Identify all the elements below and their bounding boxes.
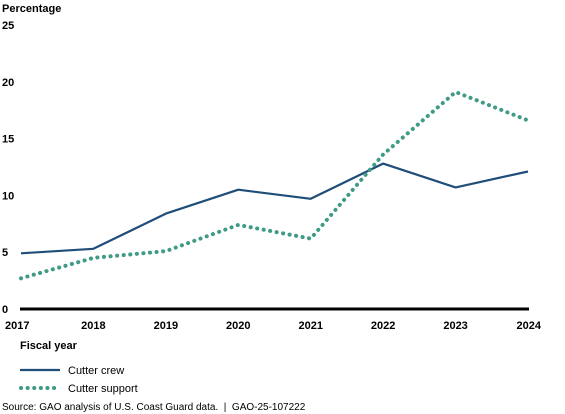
y-tick-label: 5 — [2, 247, 8, 259]
y-tick-label: 0 — [2, 304, 8, 316]
x-tick-label: 2017 — [5, 320, 29, 332]
x-tick-label: 2024 — [517, 320, 542, 332]
source-note: Source: GAO analysis of U.S. Coast Guard… — [2, 402, 306, 413]
y-tick-label: 20 — [2, 77, 14, 89]
x-tick-label: 2019 — [154, 320, 178, 332]
x-tick-label: 2020 — [226, 320, 250, 332]
data-point-cutter-crew-2023 — [455, 186, 457, 188]
x-tick-label: 2021 — [298, 320, 322, 332]
data-point-cutter-crew-2020 — [237, 189, 239, 191]
legend-label-cutter-crew: Cutter crew — [68, 365, 124, 377]
y-tick-label: 10 — [2, 190, 14, 202]
data-point-cutter-support-2024 — [527, 119, 529, 121]
y-tick-labels: 0 5 10 15 20 25 — [2, 20, 14, 316]
x-tick-labels: 2017 2018 2019 2020 2021 2022 2023 2024 — [5, 320, 542, 332]
data-point-cutter-support-2018 — [92, 257, 94, 259]
x-tick-label: 2018 — [81, 320, 105, 332]
x-tick-label: 2023 — [443, 320, 467, 332]
data-point-cutter-support-2021 — [310, 238, 312, 240]
data-point-cutter-support-2023 — [455, 91, 457, 93]
data-point-cutter-crew-2017 — [20, 252, 22, 254]
y-tick-label: 25 — [2, 20, 14, 32]
data-point-cutter-support-2022 — [382, 154, 384, 156]
series-layer — [19, 89, 530, 281]
series-line-cutter-support — [19, 89, 530, 281]
data-point-cutter-crew-2022 — [382, 163, 384, 165]
data-point-cutter-support-2019 — [165, 250, 167, 252]
data-point-cutter-crew-2024 — [527, 171, 529, 173]
y-tick-label: 15 — [2, 134, 14, 146]
legend-label-cutter-support: Cutter support — [68, 383, 138, 395]
data-point-cutter-crew-2021 — [310, 198, 312, 200]
x-tick-label: 2022 — [371, 320, 395, 332]
data-point-cutter-crew-2018 — [92, 248, 94, 250]
data-point-cutter-support-2020 — [237, 224, 239, 226]
y-axis-title: Percentage — [2, 3, 61, 15]
x-axis-title: Fiscal year — [20, 340, 78, 352]
series-line-cutter-crew — [20, 162, 529, 255]
data-point-cutter-crew-2019 — [165, 213, 167, 215]
legend: Cutter crew Cutter support — [19, 365, 138, 395]
data-point-cutter-support-2017 — [20, 277, 22, 279]
